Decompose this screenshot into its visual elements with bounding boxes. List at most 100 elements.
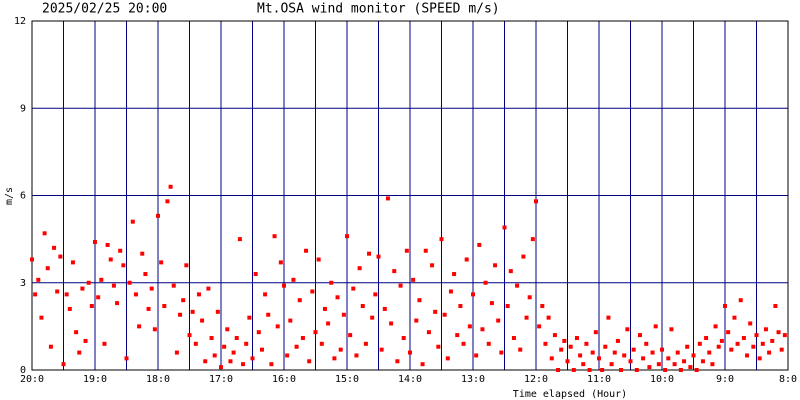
data-point [751, 344, 756, 349]
data-point [241, 362, 246, 367]
data-point [215, 309, 220, 314]
data-point [619, 368, 624, 372]
data-point [483, 280, 488, 285]
data-point [401, 336, 406, 341]
data-point [653, 324, 658, 329]
data-point [641, 356, 646, 361]
data-point [650, 350, 655, 355]
data-point [228, 359, 233, 364]
data-point [39, 315, 44, 320]
data-point [385, 196, 390, 201]
data-point [130, 219, 135, 224]
data-point [666, 356, 671, 361]
data-point [628, 359, 633, 364]
data-point [543, 341, 548, 346]
data-point [272, 234, 277, 239]
data-point [448, 289, 453, 294]
data-point [757, 356, 762, 361]
data-point [55, 289, 60, 294]
data-point [445, 356, 450, 361]
data-point [515, 283, 520, 288]
data-point [707, 350, 712, 355]
data-point [382, 306, 387, 311]
data-point [300, 336, 305, 341]
data-point [111, 283, 116, 288]
data-point [253, 272, 258, 277]
x-tick-label: 16:0 [272, 374, 296, 385]
data-point [269, 362, 274, 367]
data-point [288, 318, 293, 323]
y-tick-label: 0 [20, 365, 26, 376]
data-point [33, 292, 38, 297]
data-point [316, 257, 321, 262]
data-point [363, 341, 368, 346]
x-tick-label: 18:0 [146, 374, 170, 385]
data-point [568, 344, 573, 349]
data-point [278, 260, 283, 265]
data-point [540, 304, 545, 309]
data-point [436, 344, 441, 349]
data-point [282, 283, 286, 288]
data-point [319, 341, 324, 346]
data-point [537, 324, 542, 329]
data-point [156, 213, 160, 218]
data-point [546, 315, 551, 320]
data-point [669, 327, 674, 332]
data-point [124, 356, 129, 361]
data-point [411, 277, 416, 282]
y-tick-label: 3 [20, 278, 26, 289]
x-tick-label: 10:0 [650, 374, 674, 385]
data-point [206, 286, 211, 291]
data-point [562, 338, 567, 343]
data-point [773, 304, 778, 309]
data-point [672, 362, 677, 367]
x-tick-label: 20:0 [20, 374, 44, 385]
data-point [196, 292, 201, 297]
data-point [174, 350, 179, 355]
data-point [518, 347, 523, 352]
data-point [389, 321, 394, 326]
x-axis-label: Time elapsed (Hour) [513, 389, 627, 400]
data-point [335, 295, 340, 300]
data-point [745, 353, 750, 358]
data-point [587, 368, 592, 372]
data-point [105, 242, 110, 247]
data-point [430, 263, 435, 268]
data-point [420, 362, 425, 367]
data-point [373, 292, 378, 297]
data-point [332, 356, 337, 361]
data-point [738, 298, 743, 303]
data-point [225, 327, 230, 332]
data-point [584, 341, 589, 346]
data-point [102, 341, 107, 346]
data-point [433, 309, 438, 314]
data-point [423, 248, 428, 253]
data-point [329, 280, 334, 285]
data-point [256, 330, 261, 335]
data-point [644, 341, 649, 346]
data-point [64, 292, 69, 297]
data-point [571, 368, 576, 372]
data-point [606, 315, 611, 320]
data-point [348, 333, 353, 338]
data-point [559, 347, 564, 352]
data-point [115, 301, 120, 306]
data-point [357, 266, 362, 271]
data-point [168, 184, 173, 189]
data-point [505, 304, 510, 309]
data-point [263, 292, 268, 297]
data-point [86, 280, 91, 285]
data-point [222, 344, 227, 349]
data-point [294, 344, 299, 349]
data-point [165, 199, 170, 204]
x-tick-label: 11:0 [587, 374, 611, 385]
data-point [152, 327, 157, 332]
data-point [310, 289, 315, 294]
data-point [247, 315, 252, 320]
data-point [212, 353, 217, 358]
data-point [499, 350, 504, 355]
data-point [452, 272, 457, 277]
data-point [108, 257, 113, 262]
data-point [767, 350, 772, 355]
